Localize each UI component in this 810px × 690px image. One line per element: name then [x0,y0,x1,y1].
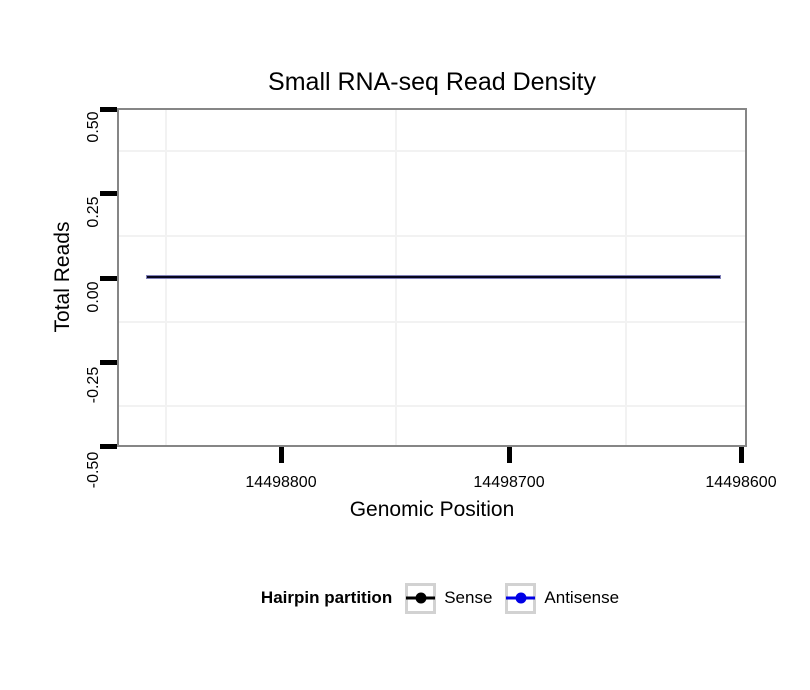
minor-gridline-h [119,321,745,323]
legend-key-box [405,582,437,614]
minor-gridline-h [119,405,745,407]
data-line-sense [147,276,720,278]
x-tick [739,447,744,463]
legend-key-box [505,582,537,614]
y-tick [100,107,117,112]
plot-title: Small RNA-seq Read Density [268,68,596,96]
y-axis-title: Total Reads [51,221,74,333]
y-tick [100,360,117,365]
x-axis-title: Genomic Position [349,498,515,521]
legend-item-antisense: Antisense [505,582,620,614]
legend-key-dot-icon [515,592,527,604]
x-tick-label: 14498600 [705,474,777,491]
x-tick-label: 14498800 [245,474,317,491]
y-tick [100,191,117,196]
legend-item-sense: Sense [405,582,493,614]
legend: Hairpin partition Sense Antisense [70,579,810,617]
minor-gridline-h [119,150,745,152]
x-tick [507,447,512,463]
legend-item-label: Antisense [544,588,620,607]
y-tick [100,276,117,281]
y-tick-label: 0.50 [85,111,102,143]
x-tick [279,447,284,463]
legend-title: Hairpin partition [260,588,393,607]
legend-item-label: Sense [444,588,493,607]
y-tick-label: 0.00 [85,281,102,313]
y-tick-label: 0.25 [85,196,102,228]
x-tick-label: 14498700 [473,474,545,491]
minor-gridline-h [119,235,745,237]
y-tick [100,444,117,449]
legend-key-dot-icon [415,592,427,604]
y-tick-label: -0.25 [85,366,102,404]
y-tick-label: -0.50 [85,451,102,489]
